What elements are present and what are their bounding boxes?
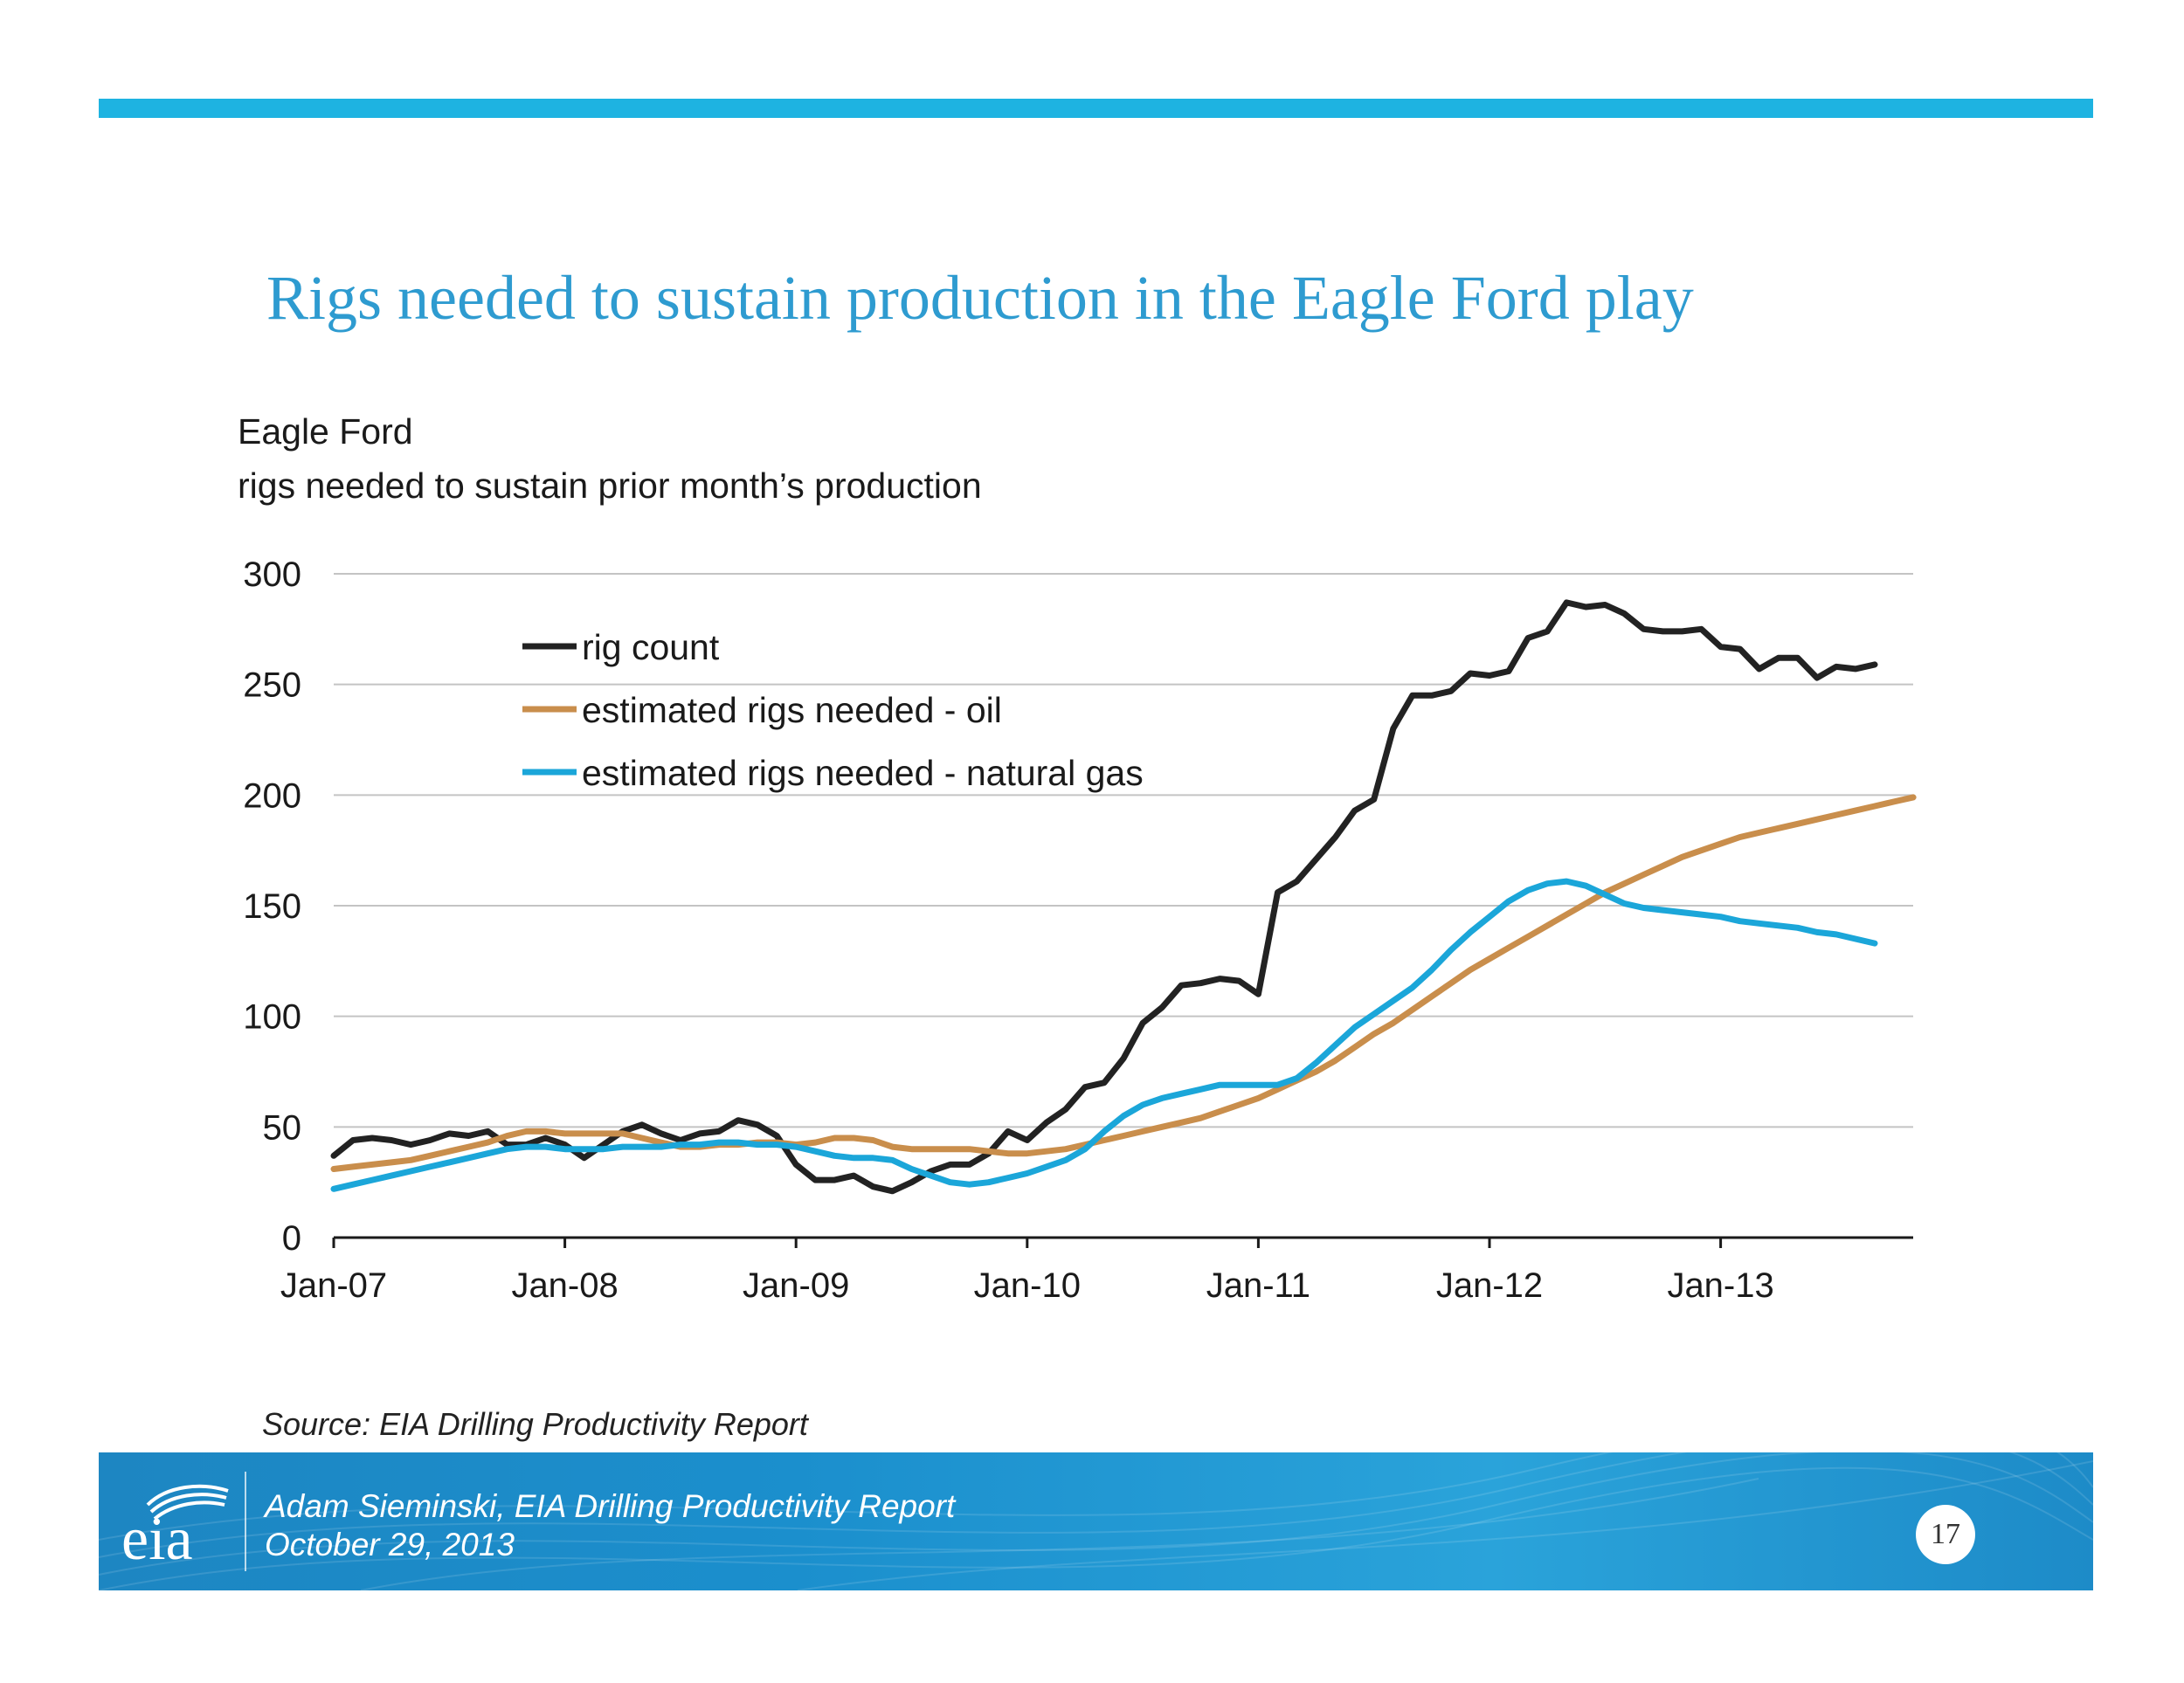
- x-tick-label: Jan-10: [974, 1266, 1081, 1305]
- footer-banner: eia Adam Sieminski, EIA Drilling Product…: [99, 1452, 2093, 1590]
- footer-divider: [245, 1472, 246, 1571]
- y-axis-tick-labels: 0 50 100 150 200 250 300: [243, 555, 301, 1258]
- top-accent-bar: [99, 99, 2093, 118]
- x-axis: [332, 1236, 1913, 1248]
- x-tick-label: Jan-08: [511, 1266, 618, 1305]
- series-lines: [330, 599, 1917, 1195]
- x-tick-label: Jan-11: [1206, 1266, 1310, 1305]
- y-tick-label: 200: [243, 776, 301, 815]
- y-tick-label: 100: [243, 998, 301, 1037]
- y-tick-label: 50: [263, 1108, 302, 1147]
- series-line-3: [330, 878, 1878, 1192]
- slide-title: Rigs needed to sustain production in the…: [266, 263, 1694, 333]
- gridlines: [334, 573, 1913, 1128]
- series-line-1: [330, 599, 1878, 1195]
- series-line-2: [330, 794, 1917, 1172]
- legend-label-1: rig count: [582, 627, 720, 667]
- legend: rig count estimated rigs needed - oil esti…: [522, 627, 1144, 793]
- legend-label-2: estimated rigs needed - oil: [582, 690, 1002, 730]
- x-tick-label: Jan-13: [1667, 1266, 1773, 1305]
- chart-title: Eagle Ford: [238, 411, 413, 452]
- y-tick-label: 150: [243, 887, 301, 926]
- x-tick-label: Jan-07: [280, 1266, 387, 1305]
- legend-label-3: estimated rigs needed - natural gas: [582, 753, 1144, 793]
- footer-date-line: October 29, 2013: [265, 1527, 515, 1562]
- y-tick-label: 300: [243, 555, 301, 594]
- eia-logo: eia: [121, 1484, 229, 1566]
- footer-credits: Adam Sieminski, EIA Drilling Productivit…: [265, 1487, 955, 1564]
- y-tick-label: 0: [282, 1219, 301, 1258]
- x-axis-tick-labels: Jan-07 Jan-08 Jan-09 Jan-10 Jan-11 Jan-12 Jan-…: [280, 1266, 1774, 1305]
- x-tick-label: Jan-09: [743, 1266, 849, 1305]
- footer-pattern: [99, 1452, 2093, 1590]
- logo-text: eia: [121, 1506, 193, 1566]
- chart-subtitle: rigs needed to sustain prior month’s pro…: [238, 466, 982, 506]
- x-tick-label: Jan-12: [1436, 1266, 1543, 1305]
- source-note: Source: EIA Drilling Productivity Report: [262, 1406, 808, 1442]
- footer-author-line: Adam Sieminski, EIA Drilling Productivit…: [265, 1488, 956, 1524]
- page-number-badge: 17: [1916, 1505, 1975, 1564]
- y-tick-label: 250: [243, 666, 301, 705]
